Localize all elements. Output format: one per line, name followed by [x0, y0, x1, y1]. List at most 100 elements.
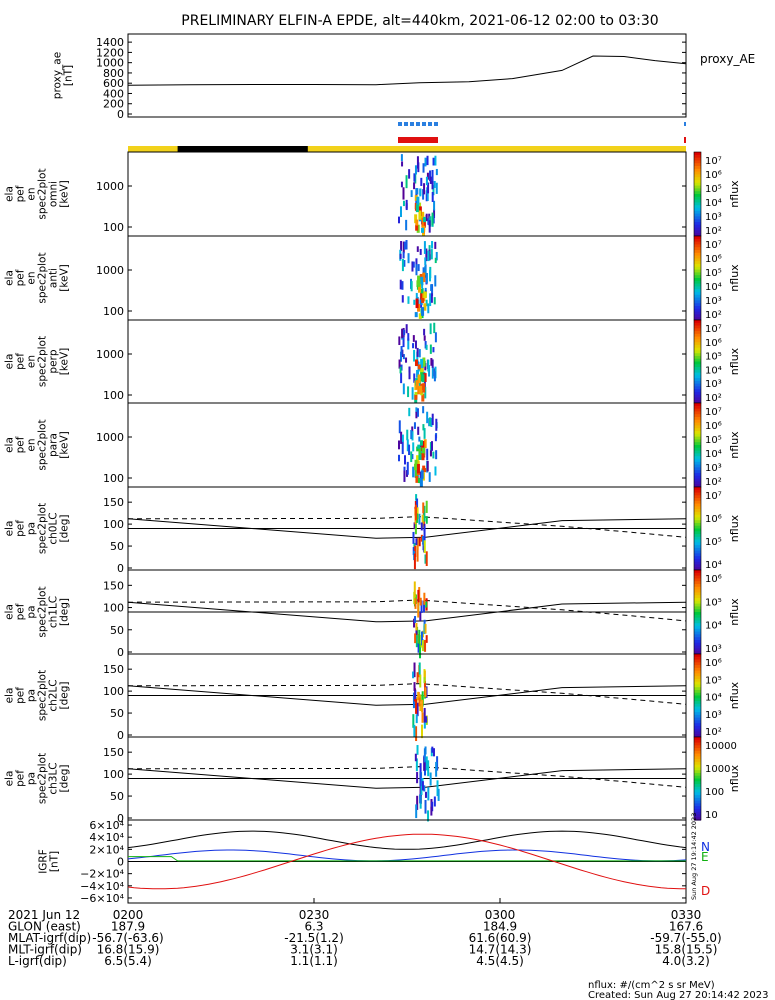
colorbar-cell [694, 642, 701, 647]
spectrogram-pixel [401, 434, 404, 442]
spectrogram-pixel [402, 251, 405, 259]
spectrogram-pixel [431, 169, 434, 183]
y-axis-label: en [26, 438, 38, 451]
spectrogram-pixel [415, 204, 419, 213]
y-tick-label: 400 [103, 87, 124, 100]
colorbar-cell [694, 344, 701, 349]
colorbar-cell [694, 166, 701, 170]
pitch-angle-pixel [422, 535, 425, 545]
spectrogram-pixel [425, 344, 428, 350]
y-tick-label: 4×10⁴ [89, 831, 124, 844]
y-tick-label: 0 [117, 856, 124, 869]
spectrogram-pixel [405, 357, 408, 363]
spectrogram-pixel [413, 173, 416, 182]
colorbar-cell [694, 545, 701, 549]
colorbar-cell [694, 163, 701, 167]
y-tick-label: −4×10⁴ [80, 880, 124, 893]
colorbar-cell [694, 213, 701, 217]
colorbar-cell [694, 484, 701, 488]
pitch-angle-pixel [423, 721, 426, 729]
colorbar-label: nflux [728, 764, 741, 792]
spectrogram-pixel [415, 298, 419, 309]
colorbar-cell [694, 606, 701, 610]
y-axis-label: spec2plot [37, 503, 49, 554]
colorbar-cell [694, 667, 701, 672]
spectrogram-pixel [435, 450, 438, 460]
pitch-angle-pixel [419, 597, 422, 606]
spectrogram-pixel [432, 157, 435, 166]
panel-pa_ch1: 150 100 50 0 ela pef pa spec2plot ch1LC [deg] 10⁶ 1… [4, 569, 741, 659]
y-axis-label: spec2plot [37, 336, 49, 387]
colorbar-cell [694, 272, 701, 276]
colorbar-cell [694, 264, 701, 268]
orbit-row-value: 14.7(14.3) [469, 943, 532, 957]
colorbar-cell [694, 157, 701, 161]
spectrogram-pixel [430, 249, 433, 260]
colorbar-tick-label: 10² [705, 393, 722, 404]
colorbar-tick-label: 100 [705, 787, 724, 798]
pitch-angle-pixel [417, 691, 420, 701]
colorbar-cell [694, 489, 701, 494]
colorbar-cell [694, 464, 701, 468]
colorbar-cell [694, 814, 701, 818]
pitch-angle-pixel [417, 589, 420, 603]
colorbar-label: nflux [728, 431, 741, 459]
colorbar-cell [694, 520, 701, 524]
spectrogram-pixel [413, 182, 416, 190]
colorbar-cell [694, 600, 701, 605]
y-axis-label: en [26, 355, 38, 368]
colorbar-cell [694, 764, 701, 769]
y-tick-label: 0 [117, 646, 124, 659]
spectrogram-pixel [420, 290, 424, 300]
colorbar-cell [694, 728, 701, 733]
pitch-angle-pixel [417, 602, 420, 618]
colorbar-cell [694, 817, 701, 821]
spectrogram-pixel [403, 241, 406, 250]
colorbar-tick-label: 10⁷ [705, 240, 722, 251]
colorbar-tick-label: 10⁵ [705, 352, 722, 363]
spectrogram-pixel [411, 431, 414, 441]
spectrogram-pixel [425, 176, 428, 186]
pitch-angle-pixel [423, 592, 426, 605]
y-axis-label: pef [15, 520, 27, 537]
orbit-row-value: 1.1(1.1) [290, 954, 338, 968]
colorbar-cell [694, 383, 701, 387]
pitch-angle-pixel [425, 516, 428, 524]
spectrogram-pixel [433, 371, 436, 382]
spectrogram-pixel [431, 212, 434, 226]
y-axis-label: spec2plot [37, 252, 49, 303]
spectrogram-pixel [402, 383, 405, 395]
colorbar-tick-label: 10⁴ [705, 198, 722, 209]
y-axis-label: pef [15, 687, 27, 704]
colorbar-cell [694, 786, 701, 791]
colorbar-cell [694, 695, 701, 699]
colorbar-cell [694, 723, 701, 727]
colorbar-cell [694, 320, 701, 324]
spectrogram-pixel [398, 359, 401, 369]
spectrogram-pixel [410, 430, 413, 440]
y-axis-label: pa [26, 689, 38, 702]
orbit-row-value: 61.6(60.9) [469, 931, 532, 945]
pitch-angle-pixel [415, 726, 418, 742]
colorbar-cell [694, 670, 701, 674]
spectrogram-pixel [413, 299, 416, 305]
pitch-angle-pixel [424, 639, 427, 652]
colorbar-cell [694, 168, 701, 173]
state-bar-sunlit [128, 146, 686, 152]
spectrogram-pixel [407, 386, 410, 398]
spectrogram-pixel [414, 463, 418, 471]
colorbar-cell [694, 467, 701, 471]
colorbar-cell [694, 681, 701, 686]
pitch-angle-pixel [413, 522, 416, 530]
nflux-units-note: nflux: #/(cm^2 s sr MeV) [588, 980, 715, 991]
pitch-angle-pixel [420, 522, 423, 531]
spectrogram-pixel [432, 185, 435, 196]
colorbar-cell [694, 470, 701, 474]
colorbar-cell [694, 241, 701, 245]
spectrogram-pixel [398, 336, 401, 346]
indicator-blue-segment [422, 122, 426, 126]
colorbar-cell [694, 331, 701, 335]
y-axis-label: [deg] [59, 598, 71, 626]
pitch-angle-pixel [423, 757, 426, 771]
